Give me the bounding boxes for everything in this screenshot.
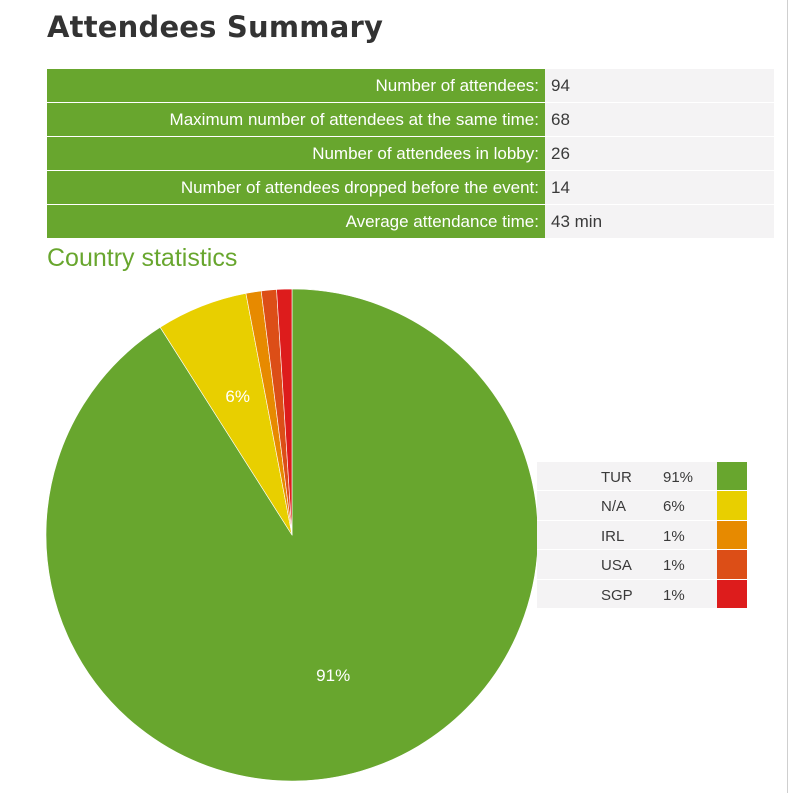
pie-slice-label: 6% xyxy=(225,387,250,406)
summary-row: Average attendance time: 43 min xyxy=(47,204,774,239)
summary-row: Number of attendees in lobby: 26 xyxy=(47,136,774,171)
summary-row: Number of attendees dropped before the e… xyxy=(47,170,774,205)
pie-slice-sgp xyxy=(276,288,293,536)
legend-swatch xyxy=(717,550,747,579)
legend-percent: 91% xyxy=(663,469,694,486)
summary-row: Maximum number of attendees at the same … xyxy=(47,102,774,137)
legend-item: SGP 1% xyxy=(537,579,747,609)
legend-country: N/A xyxy=(601,498,627,516)
summary-row-label: Number of attendees: xyxy=(47,69,545,103)
page-edge-divider xyxy=(787,0,788,793)
legend-item: N/A 6% xyxy=(537,491,747,521)
summary-row-value: 26 xyxy=(545,136,774,171)
legend-percent: 6% xyxy=(663,498,685,516)
summary-row-label: Number of attendees in lobby: xyxy=(47,136,545,171)
legend-item: TUR 91% xyxy=(537,462,747,492)
legend-percent: 1% xyxy=(663,557,685,575)
legend-swatch xyxy=(717,491,747,520)
summary-row-value: 43 min xyxy=(545,204,774,239)
country-statistics-title: Country statistics xyxy=(47,244,238,272)
summary-row-value: 68 xyxy=(545,102,774,137)
pie-slice-label: 91% xyxy=(316,666,350,685)
legend-country: TUR xyxy=(601,469,632,486)
country-pie-chart: 91% 6% xyxy=(45,288,539,782)
legend-swatch xyxy=(717,462,747,491)
page-title: Attendees Summary xyxy=(47,10,384,44)
summary-row-label: Maximum number of attendees at the same … xyxy=(47,102,545,137)
legend-country: USA xyxy=(601,557,632,575)
legend-country: IRL xyxy=(601,527,625,545)
legend-percent: 1% xyxy=(663,527,685,545)
legend-item: IRL 1% xyxy=(537,520,747,551)
summary-row-label: Number of attendees dropped before the e… xyxy=(47,170,545,205)
chart-legend: TUR 91% N/A 6% IRL 1% USA 1% SGP 1% xyxy=(537,462,747,609)
summary-row-label: Average attendance time: xyxy=(47,204,545,239)
legend-item: USA 1% xyxy=(537,550,747,580)
legend-swatch xyxy=(717,579,747,608)
legend-percent: 1% xyxy=(663,586,685,604)
attendees-summary-table: Number of attendees: 94 Maximum number o… xyxy=(47,69,774,239)
summary-row-value: 94 xyxy=(545,69,774,103)
legend-country: SGP xyxy=(601,586,633,604)
summary-row: Number of attendees: 94 xyxy=(47,69,774,103)
summary-row-value: 14 xyxy=(545,170,774,205)
legend-swatch xyxy=(717,520,747,550)
